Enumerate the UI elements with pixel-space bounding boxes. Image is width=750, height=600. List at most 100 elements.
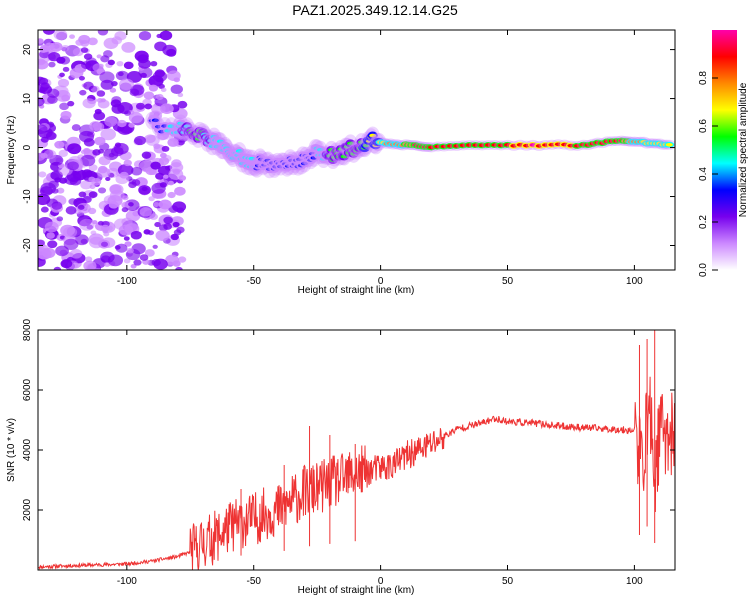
colorbar-tick-label: 0.2 <box>698 215 709 229</box>
colorbar-label: Normalized spectral amplitude <box>738 82 749 217</box>
snr-series-line <box>38 376 675 570</box>
colorbar <box>712 30 737 270</box>
spectrogram-noise-blob <box>155 172 165 180</box>
spectrogram-noise-blob <box>163 216 173 224</box>
spectrogram-noise-blob <box>167 138 179 147</box>
spectrogram-noise-blob <box>80 61 92 70</box>
spectrogram-noise-blob <box>80 180 93 190</box>
spectrogram-noise-blob <box>97 220 104 226</box>
spectrogram-noise-blob <box>47 240 58 249</box>
spectrogram-noise-blob <box>107 254 124 267</box>
spectrogram-ylabel: Frequency (Hz) <box>6 116 17 185</box>
spectrogram-noise-blob <box>38 152 46 161</box>
spectrogram-noise-blob <box>100 128 116 141</box>
spectrogram-noise-blob <box>123 110 131 116</box>
spectrogram-xtick-label: -100 <box>117 276 137 287</box>
spectrogram-noise-blob <box>177 100 188 109</box>
spectrogram-noise-blob <box>100 98 106 103</box>
spectrogram-noise-blob <box>79 89 87 96</box>
spectrogram-noise-blob <box>83 260 97 270</box>
spectrogram-noise-blob <box>148 84 158 92</box>
snr-ytick-label: 8000 <box>22 318 33 341</box>
spectrogram-noise-blob <box>64 174 78 185</box>
spectrogram-noise-blob <box>174 186 186 196</box>
snr-ytick-label: 2000 <box>22 498 33 521</box>
spectrogram-noise-blob <box>59 56 71 65</box>
spectrogram-noise-blob <box>135 102 145 110</box>
spectrogram-noise-blob <box>46 232 55 239</box>
spectrogram-noise-blob <box>94 136 106 146</box>
spectrogram-noise-blob <box>172 169 180 175</box>
spectrogram-noise-blob <box>53 30 68 41</box>
spectrogram-noise-blob <box>144 249 155 257</box>
spectrogram-noise-blob <box>93 111 106 121</box>
spectrogram-noise-blob <box>123 61 134 70</box>
spectrogram-noise-blob <box>163 223 173 230</box>
spectrogram-noise-blob <box>103 37 119 50</box>
spectrogram-ridge-core <box>235 149 243 153</box>
spectrogram-noise-blob <box>55 245 69 257</box>
spectrogram-noise-blob <box>65 206 77 215</box>
spectrogram-noise-blob <box>97 148 105 154</box>
spectrogram-xtick-label: -50 <box>246 276 261 287</box>
spectrogram-noise-blob <box>155 93 164 101</box>
spectrogram-noise-blob <box>175 266 183 270</box>
spectrogram-plot-frame <box>37 29 676 271</box>
spectrogram-noise-blob <box>69 67 84 79</box>
spectrogram-noise-blob <box>63 238 79 251</box>
spectrogram-noise-blob <box>69 34 75 39</box>
spectrogram-noise-blob <box>154 222 161 228</box>
spectrogram-noise-blob <box>177 92 184 98</box>
spectrogram-noise-blob <box>38 38 44 44</box>
spectrogram-noise-blob <box>158 199 172 210</box>
spectrogram-ridge-core <box>167 124 175 129</box>
spectrogram-noise-blob <box>119 171 129 179</box>
spectrogram-noise-blob <box>80 47 89 54</box>
spectrogram-noise-blob <box>138 31 152 41</box>
spectrogram-noise-blob <box>159 30 173 41</box>
spectrogram-noise-blob <box>38 77 49 85</box>
spectrogram-noise-blob <box>150 61 158 67</box>
spectrogram-noise-blob <box>97 30 109 36</box>
spectrogram-noise-blob <box>165 254 179 266</box>
spectrogram-ridge-core <box>346 141 354 146</box>
spectrogram-noise-blob <box>176 139 185 146</box>
spectrogram-noise-blob <box>128 202 134 207</box>
spectrogram-noise-blob <box>154 41 167 52</box>
spectrogram-noise-blob <box>43 149 57 160</box>
spectrogram-noise-blob <box>59 72 65 78</box>
spectrogram-noise-blob <box>160 87 167 93</box>
spectrogram-noise-blob <box>67 161 79 171</box>
spectrogram-ytick-label: 10 <box>22 93 33 105</box>
spectrogram-noise-blob <box>40 136 49 143</box>
spectrogram-noise-blob <box>47 88 60 99</box>
snr-xtick-label: -100 <box>117 576 137 587</box>
spectrogram-xtick-label: 100 <box>626 276 643 287</box>
spectrogram-noise-blob <box>167 180 175 186</box>
spectrogram-noise-blob <box>78 75 85 81</box>
colorbar-tick-label: 0.8 <box>698 71 709 85</box>
spectrogram-noise-blob <box>57 78 70 88</box>
spectrogram-noise-blob <box>121 42 136 53</box>
spectrogram-noise-blob <box>170 233 179 241</box>
spectrogram-noise-blob <box>117 71 124 77</box>
spectrogram-noise-blob <box>82 147 91 154</box>
spectrogram-noise-blob <box>48 52 61 62</box>
spectrogram-ytick-label: 20 <box>22 44 33 56</box>
spectrogram-noise-blob <box>116 60 124 67</box>
spectrogram-xtick-label: 50 <box>502 276 514 287</box>
spectrogram-ridge-core <box>369 133 377 138</box>
spectrogram-noise-blob <box>78 191 87 198</box>
spectrogram-ytick-label: 0 <box>22 144 33 150</box>
spectrogram-noise-blob <box>60 259 73 269</box>
spectrogram-noise-blob <box>96 54 102 59</box>
spectrogram-xlabel: Height of straight line (km) <box>298 285 415 296</box>
spectrogram-noise-blob <box>134 135 147 146</box>
spectrogram-noise-blob <box>38 124 48 135</box>
spectrogram-noise-blob <box>154 69 166 78</box>
spectrogram-noise-blob <box>61 44 70 52</box>
spectrogram-noise-blob <box>178 256 187 263</box>
spectrogram-noise-blob <box>58 149 68 158</box>
spectrogram-noise-blob <box>107 59 115 66</box>
